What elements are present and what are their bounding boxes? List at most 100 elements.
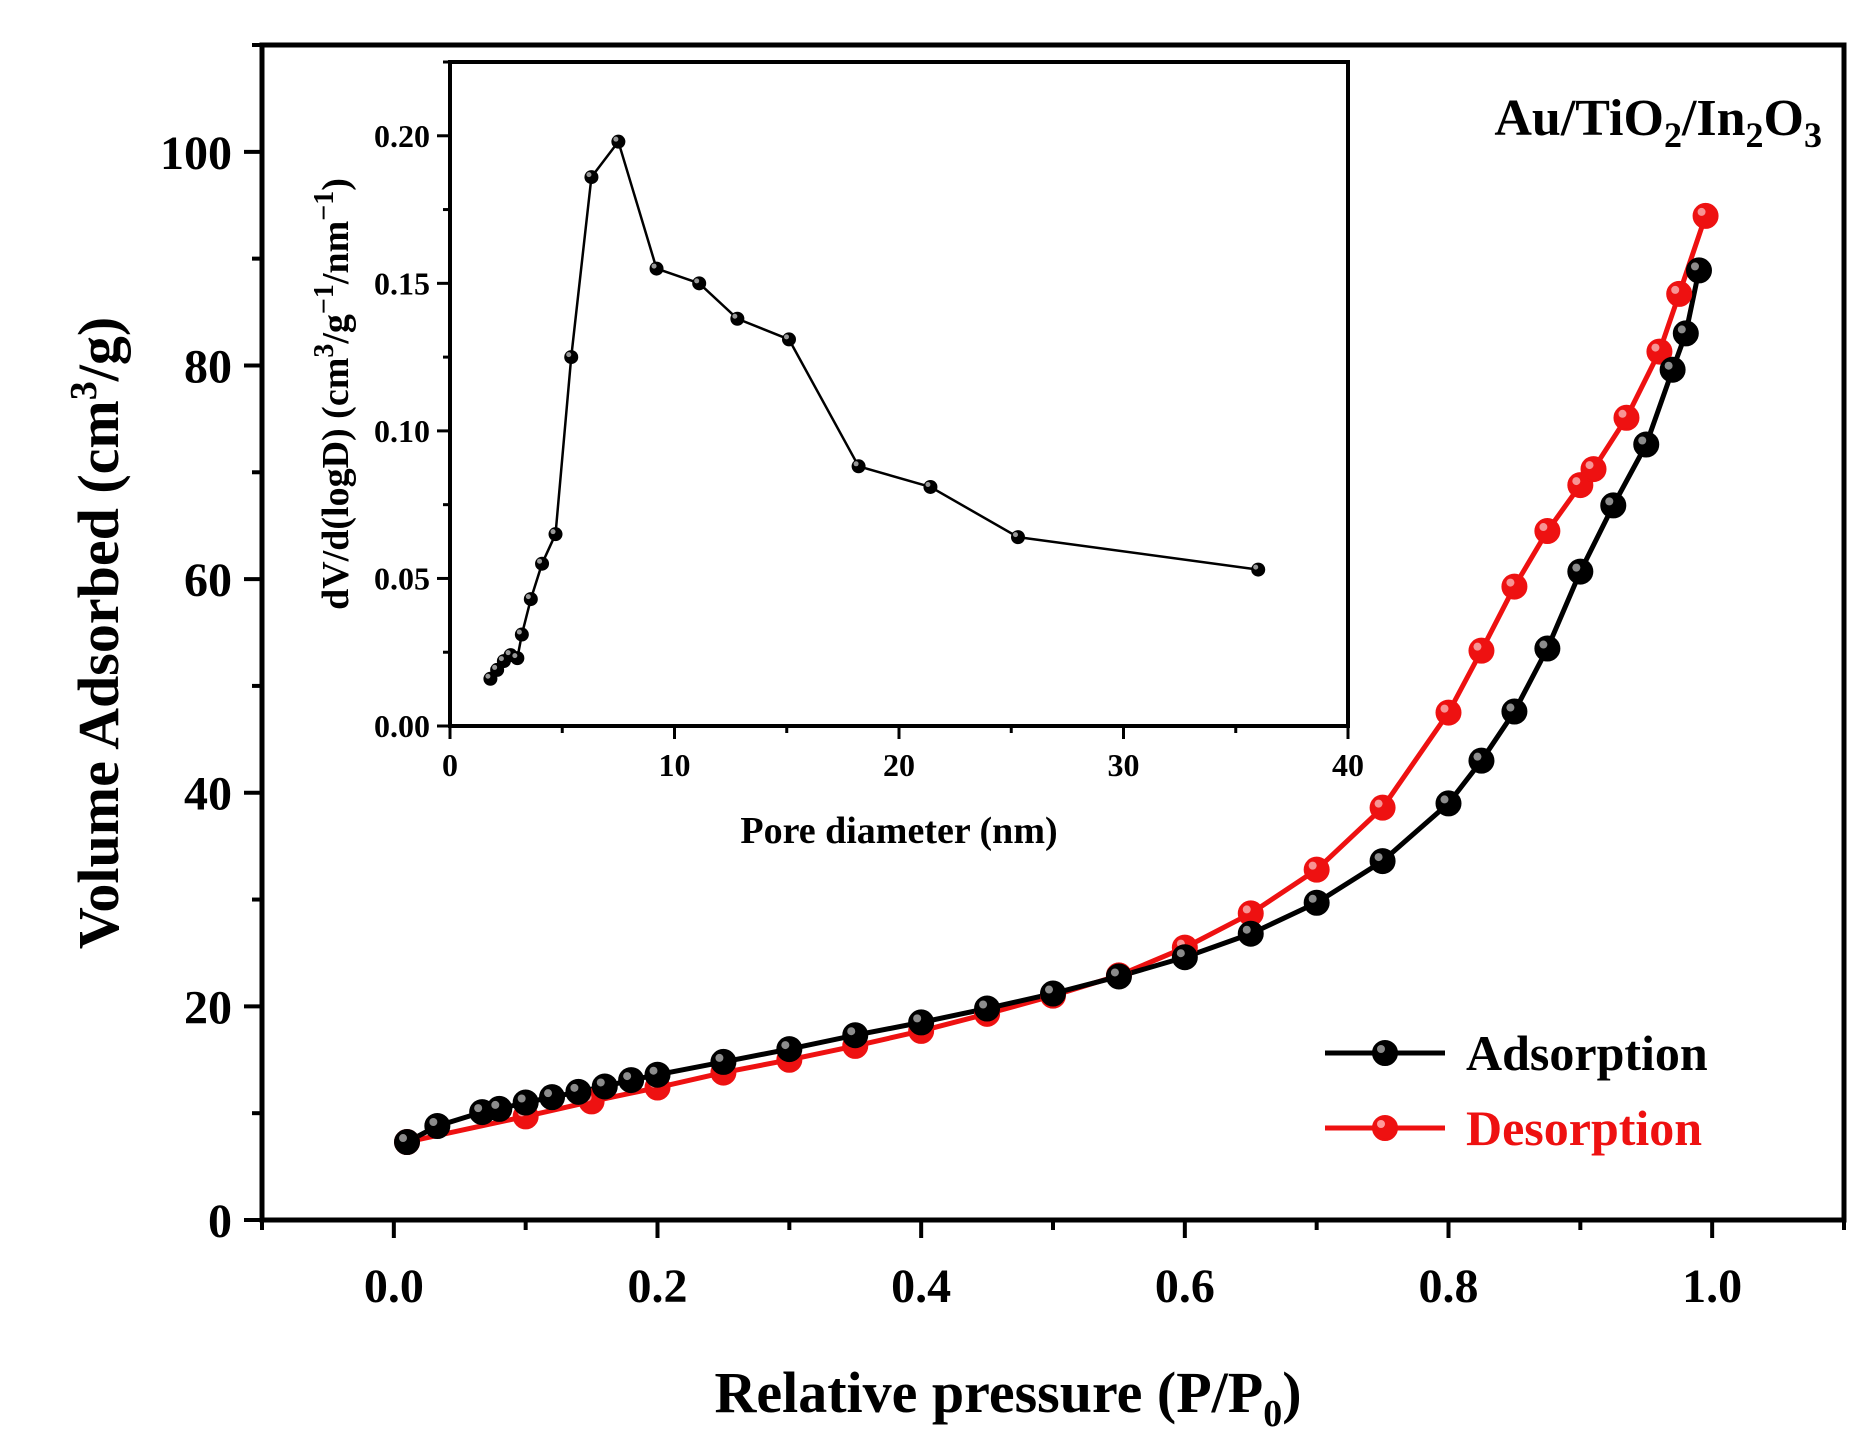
pore-distribution-point-highlight [550,529,556,535]
adsorption-point-highlight [1572,563,1581,572]
adsorption-point-highlight [781,1041,790,1050]
adsorption-point-highlight [399,1134,408,1143]
desorption-point-highlight [1242,905,1251,914]
pore-distribution-point-highlight [485,673,491,679]
desorption-point [1369,794,1396,821]
adsorption-point [974,995,1001,1022]
inset-x-axis-ticks: 0 10 20 30 40 [442,726,1364,783]
inset-x-axis-title: Pore diameter (nm) [740,810,1057,852]
legend-adsorption-marker-highlight [1377,1045,1385,1053]
desorption-point-highlight [1374,799,1383,808]
adsorption-point [1435,790,1462,817]
pore-distribution-point [1251,562,1266,577]
adsorption-point [1040,980,1066,1007]
adsorption-point-highlight [1440,795,1449,804]
desorption-point-highlight [1440,704,1449,713]
adsorption-point [644,1061,671,1088]
pore-distribution-point-highlight [613,136,619,142]
adsorption-point [1501,698,1528,725]
desorption-point [1534,518,1561,545]
inset-y-tick-label: 0.10 [374,413,430,449]
main-x-tick-label: 0.4 [891,1260,951,1313]
adsorption-point-highlight [913,1014,922,1023]
adsorption-point [1633,431,1660,458]
adsorption-point-highlight [1690,262,1699,271]
adsorption-point-highlight [1473,752,1482,761]
main-x-axis-ticks: 0.0 0.2 0.4 0.6 0.8 1.0 [260,1220,1846,1313]
pore-distribution-point-highlight [586,172,592,178]
main-y-tick-label: 0 [208,1195,232,1248]
adsorption-point-highlight [1605,497,1614,506]
adsorption-point [1171,944,1198,971]
inset-x-tick-label: 20 [883,747,915,783]
pore-distribution-point [514,627,529,642]
desorption-point [1303,856,1330,883]
pore-distribution-point [851,459,866,474]
adsorption-point-highlight [649,1066,658,1075]
pore-distribution-point [548,527,563,542]
main-y-tick-label: 60 [184,554,232,607]
adsorption-point [1534,635,1561,662]
adsorption-point-highlight [1308,894,1317,903]
main-y-axis-title: Volume Adsorbed (cm3/g) [63,317,131,949]
desorption-point-highlight [1585,461,1594,470]
adsorption-point [618,1067,645,1094]
main-y-tick-label: 20 [184,981,232,1034]
adsorption-point-highlight [623,1072,632,1081]
adsorption-point [539,1084,566,1111]
desorption-point-highlight [1473,642,1482,651]
pore-distribution-point [1010,530,1025,545]
adsorption-point-highlight [1110,968,1119,977]
adsorption-point-highlight [1242,925,1251,934]
adsorption-point-highlight [847,1027,856,1036]
inset-x-tick-label: 0 [442,747,458,783]
adsorption-point-highlight [715,1053,724,1062]
pore-distribution-point-highlight [694,278,700,284]
pore-distribution-point-highlight [492,664,498,670]
main-y-axis-ticks: 0 20 40 60 80 100 [160,43,262,1248]
inset-y-tick-label: 0.05 [374,560,430,596]
adsorption-point-highlight [979,1000,988,1009]
desorption-point [1613,404,1640,431]
adsorption-point [1369,848,1396,875]
desorption-point-highlight [1539,523,1548,532]
adsorption-point [424,1113,451,1139]
pore-distribution-point [535,556,550,571]
pore-distribution-point [523,592,538,607]
main-x-tick-label: 0.8 [1419,1260,1479,1313]
legend-adsorption-marker [1372,1040,1398,1066]
pore-distribution-point-highlight [925,481,931,487]
adsorption-point-highlight [1539,640,1548,649]
adsorption-point [908,1009,935,1036]
desorption-point-highlight [1697,207,1706,216]
adsorption-point [565,1078,592,1105]
adsorption-point-highlight [517,1094,526,1103]
adsorption-point [1237,920,1264,947]
pore-distribution-point-highlight [505,650,511,656]
main-x-axis-title: Relative pressure (P/P0) [714,1360,1301,1435]
desorption-point-highlight [1572,477,1581,486]
inset-plot: 0 10 20 30 40 0.00 0.05 0.10 0.15 0.20 Pore diam… [309,60,1364,852]
desorption-point-highlight [1671,285,1680,294]
adsorption-point [842,1022,869,1049]
adsorption-point [486,1095,513,1122]
adsorption-point-highlight [1045,985,1053,994]
pore-distribution-point-highlight [651,263,657,269]
desorption-point-highlight [1651,343,1660,352]
legend: Adsorption Desorption [1325,1025,1708,1156]
adsorption-point-highlight [1374,853,1383,862]
adsorption-point-highlight [1506,703,1515,712]
desorption-point [1666,280,1693,307]
adsorption-point-highlight [570,1083,579,1092]
inset-x-tick-label: 40 [1332,747,1364,783]
main-x-tick-label: 1.0 [1682,1260,1742,1313]
pore-distribution-point-highlight [512,653,518,659]
legend-desorption-marker-highlight [1377,1120,1385,1128]
adsorption-point [1567,558,1594,585]
main-x-tick-label: 0.6 [1155,1260,1215,1313]
pore-distribution-point-highlight [1012,532,1018,538]
inset-series [483,134,1266,686]
adsorption-point [1685,257,1712,284]
inset-y-axis-ticks: 0.00 0.05 0.10 0.15 0.20 [374,60,450,744]
